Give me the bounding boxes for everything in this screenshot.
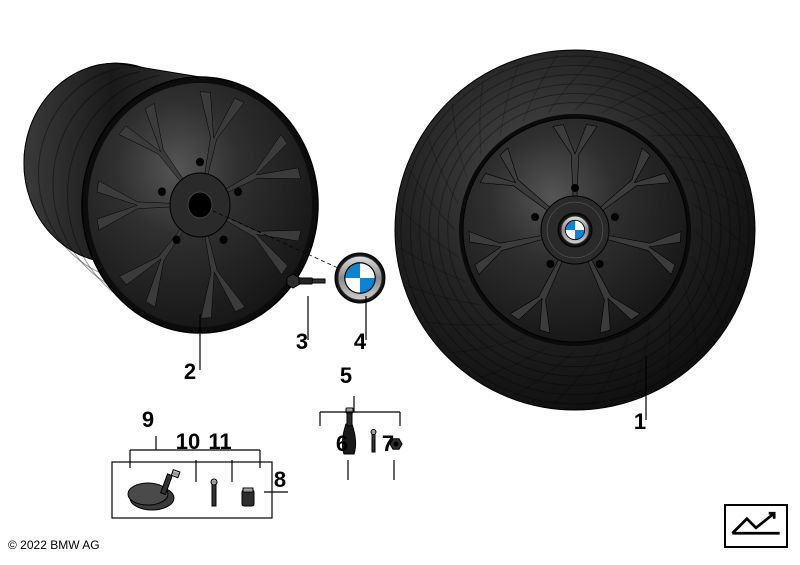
bmw-center-cap bbox=[558, 213, 592, 247]
bare-rim bbox=[24, 63, 360, 333]
callout-4: 4 bbox=[354, 329, 366, 355]
complete-wheel bbox=[395, 50, 755, 410]
callout-6: 6 bbox=[336, 431, 348, 457]
tpms-assembly bbox=[112, 462, 272, 518]
callout-2: 2 bbox=[184, 359, 196, 385]
callout-5: 5 bbox=[340, 363, 352, 389]
copyright-text: © 2022 BMW AG bbox=[8, 538, 100, 552]
diagram-svg bbox=[0, 0, 800, 560]
part-reference-icon bbox=[724, 504, 788, 548]
callout-10: 10 bbox=[176, 429, 200, 455]
diagram-canvas bbox=[0, 0, 800, 560]
callout-11: 11 bbox=[208, 429, 231, 455]
wheel-bolt bbox=[287, 274, 325, 288]
callout-1: 1 bbox=[634, 409, 646, 435]
callout-8: 8 bbox=[274, 467, 286, 493]
callout-9: 9 bbox=[142, 407, 154, 433]
callout-7: 7 bbox=[382, 431, 394, 457]
callout-3: 3 bbox=[296, 329, 308, 355]
bmw-center-cap bbox=[335, 253, 385, 303]
